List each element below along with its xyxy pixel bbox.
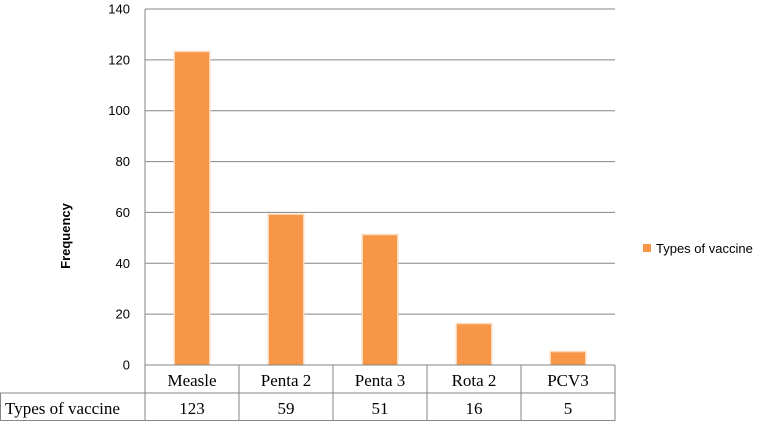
table-value: 123 [179, 399, 205, 418]
y-tick-label: 60 [116, 205, 130, 220]
bar-pcv3 [551, 352, 585, 365]
legend: Types of vaccine [643, 241, 753, 256]
data-table: Measle Penta 2 Penta 3 Rota 2 PCV3 Types of v… [0, 364, 616, 421]
category-label: Rota 2 [452, 371, 497, 390]
y-tick-label: 80 [116, 154, 130, 169]
category-label: Penta 2 [261, 371, 312, 390]
legend-label: Types of vaccine [656, 241, 753, 256]
table-series-label: Types of vaccine [5, 399, 120, 418]
bars [173, 50, 587, 365]
y-tick-label: 120 [108, 52, 130, 67]
table-value: 16 [466, 399, 483, 418]
bar-rota-2 [457, 324, 491, 365]
y-axis-tick-labels: 0 20 40 60 80 100 120 140 [108, 2, 130, 373]
y-tick-label: 40 [116, 256, 130, 271]
table-value: 51 [372, 399, 389, 418]
bar-penta-2 [269, 214, 303, 365]
gridlines [144, 8, 615, 366]
category-label: PCV3 [547, 371, 589, 390]
category-label: Penta 3 [355, 371, 406, 390]
bar-penta-3 [363, 235, 397, 365]
table-value: 59 [278, 399, 295, 418]
y-tick-label: 100 [108, 103, 130, 118]
y-tick-label: 0 [123, 358, 130, 373]
bar-measle [175, 52, 209, 365]
y-tick-label: 140 [108, 2, 130, 17]
category-label: Measle [167, 371, 216, 390]
legend-swatch [643, 244, 651, 252]
table-value: 5 [564, 399, 573, 418]
y-axis-label: Frequency [58, 202, 73, 269]
y-tick-label: 20 [116, 307, 130, 322]
